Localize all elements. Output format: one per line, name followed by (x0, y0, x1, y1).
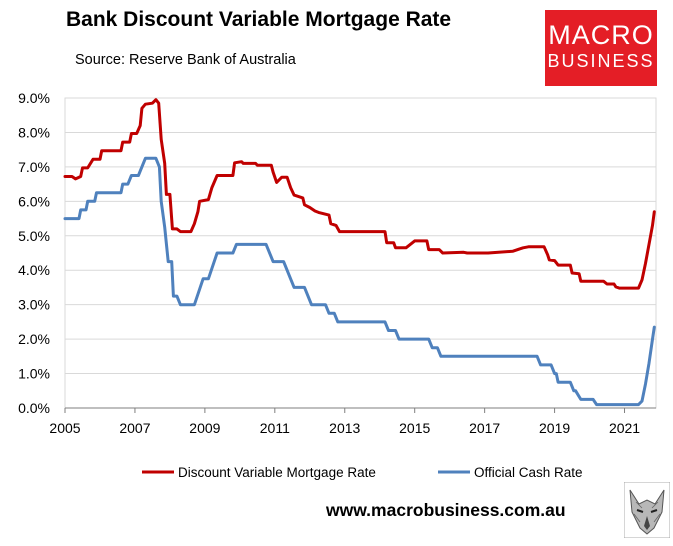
y-tick-label: 3.0% (18, 297, 50, 313)
x-tick-label: 2017 (469, 420, 500, 436)
source-note: Source: Reserve Bank of Australia (75, 52, 296, 68)
x-tick-label: 2013 (329, 420, 360, 436)
macrobusiness-logo: MACRO BUSINESS (545, 10, 657, 86)
series-line-mortgage-rate (63, 98, 656, 290)
y-tick-label: 2.0% (18, 331, 50, 347)
x-tick-label: 2007 (119, 420, 150, 436)
y-tick-label: 7.0% (18, 159, 50, 175)
x-tick-label: 2021 (609, 420, 640, 436)
y-tick-label: 6.0% (18, 193, 50, 209)
y-tick-label: 9.0% (18, 90, 50, 106)
page-title: Bank Discount Variable Mortgage Rate (66, 8, 452, 31)
x-tick-label: 2015 (399, 420, 430, 436)
plot-area (64, 97, 657, 409)
logo-line-1: MACRO (548, 20, 654, 50)
y-tick-label: 8.0% (18, 124, 50, 140)
website-url: www.macrobusiness.com.au (326, 500, 566, 520)
y-tick-label: 4.0% (18, 262, 50, 278)
y-tick-label: 0.0% (18, 400, 50, 416)
wolf-logo-icon (624, 482, 670, 538)
x-tick-label: 2005 (49, 420, 80, 436)
y-tick-label: 5.0% (18, 228, 50, 244)
series-line-cash-rate (63, 156, 656, 407)
x-tick-label: 2011 (260, 420, 290, 436)
logo-line-2: BUSINESS (547, 51, 655, 71)
legend-mortgage-rate-label: Discount Variable Mortgage Rate (178, 465, 376, 480)
x-tick-label: 2019 (539, 420, 570, 436)
x-tick-label: 2009 (189, 420, 220, 436)
y-tick-label: 1.0% (18, 366, 50, 382)
legend-cash-rate-label: Official Cash Rate (474, 465, 583, 480)
